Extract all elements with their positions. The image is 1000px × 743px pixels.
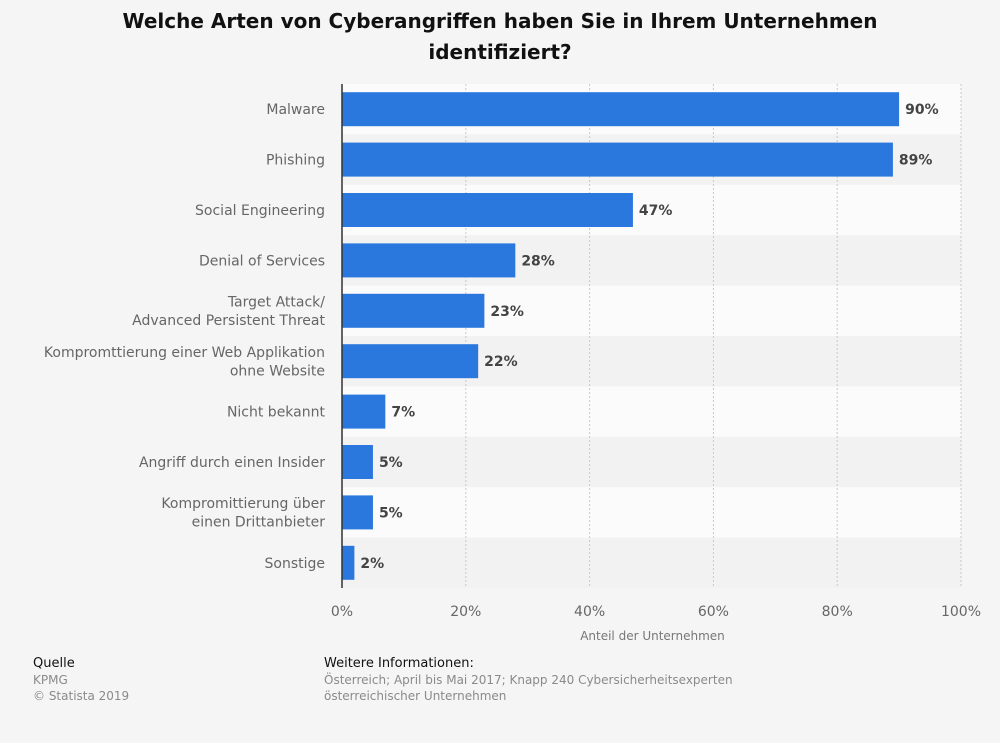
x-tick-label: 80%	[822, 604, 853, 620]
info-line: österreichischer Unternehmen	[324, 689, 507, 703]
bar	[342, 142, 893, 177]
category-label: Nicht bekannt	[227, 405, 326, 421]
x-tick-label: 60%	[698, 604, 729, 620]
info-heading: Weitere Informationen:	[324, 656, 474, 671]
x-tick-label: 100%	[941, 604, 981, 620]
category-label: Kompromttierung einer Web Applikation ohn…	[44, 345, 325, 380]
category-label: Kompromittierung über einen Drittanbieter	[161, 496, 325, 531]
category-label: Social Engineering	[195, 203, 325, 219]
info-line: Österreich; April bis Mai 2017; Knapp 24…	[324, 673, 733, 687]
category-label: Malware	[266, 102, 325, 118]
value-label: 47%	[639, 203, 673, 219]
bar	[342, 344, 479, 379]
x-axis-title: Anteil der Unternehmen	[580, 629, 725, 643]
value-label: 23%	[490, 304, 524, 320]
value-label: 22%	[484, 354, 518, 370]
bar	[342, 193, 633, 227]
x-tick-label: 20%	[450, 604, 481, 620]
category-label: Phishing	[266, 153, 325, 169]
category-label: Angriff durch einen Insider	[139, 455, 325, 471]
source-line: KPMG	[33, 673, 68, 687]
info-block: Weitere Informationen: Österreich; April…	[324, 656, 733, 704]
value-label: 5%	[379, 505, 403, 521]
value-label: 28%	[521, 253, 555, 269]
row-band	[342, 537, 961, 588]
row-band	[342, 386, 961, 437]
row-band	[342, 487, 961, 538]
bar	[342, 243, 516, 278]
x-tick-label: 0%	[331, 604, 353, 620]
source-heading: Quelle	[33, 656, 75, 671]
value-label: 5%	[379, 455, 403, 471]
source-block: Quelle KPMG © Statista 2019	[33, 656, 129, 704]
bar	[342, 293, 485, 328]
x-tick-label: 40%	[574, 604, 605, 620]
bar	[342, 495, 373, 530]
bar	[342, 92, 900, 127]
bar	[342, 545, 355, 580]
bar	[342, 394, 386, 429]
value-label: 89%	[899, 153, 933, 169]
chart-title: Welche Arten von Cyberangriffen haben Si…	[122, 9, 878, 64]
category-label: Target Attack/Advanced Persistent Threat	[132, 295, 325, 330]
category-label: Denial of Services	[199, 253, 325, 269]
copyright-line: © Statista 2019	[33, 689, 130, 703]
category-label: Sonstige	[265, 556, 326, 572]
bar-chart: 90% Malware 89% Phishing 47% Social Engineeri…	[44, 84, 981, 643]
bar	[342, 445, 373, 479]
row-band	[342, 436, 961, 488]
value-label: 90%	[905, 102, 939, 118]
value-label: 7%	[391, 405, 415, 421]
value-label: 2%	[360, 556, 384, 572]
